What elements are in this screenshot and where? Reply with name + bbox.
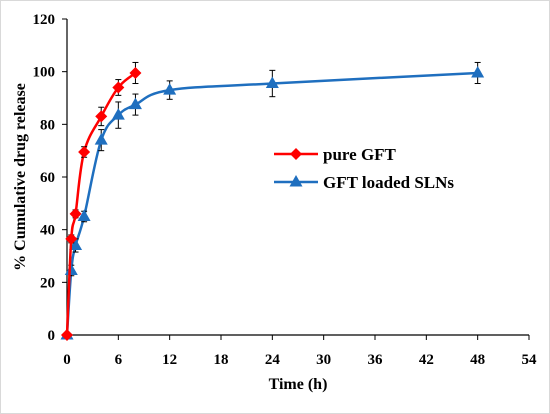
data-point-pure-gft [65, 232, 78, 245]
data-point-pure-gft [95, 110, 108, 123]
x-tick-label: 24 [265, 352, 281, 368]
series-line-gft-loaded-slns [65, 71, 478, 336]
legend-marker-pure-gft [290, 148, 302, 160]
x-tick-label: 30 [316, 352, 331, 368]
y-tick-label: 40 [40, 223, 55, 239]
y-tick-label: 120 [33, 12, 56, 28]
series-gft-loaded-slns [60, 61, 485, 340]
y-tick-label: 60 [40, 170, 55, 186]
data-point-gft-loaded-slns [471, 65, 485, 78]
data-point-gft-loaded-slns [94, 133, 108, 145]
x-tick-label: 42 [419, 352, 434, 368]
data-point-gft-loaded-slns [128, 97, 142, 110]
y-axis-title: % Cumulative drug release [12, 83, 29, 271]
data-point-gft-loaded-slns [77, 209, 91, 221]
legend-label-pure-gft: pure GFT [323, 145, 397, 164]
legend-item-pure-gft: pure GFT [274, 145, 397, 164]
data-point-gft-loaded-slns [69, 238, 83, 250]
x-axis-title: Time (h) [269, 376, 328, 393]
legend-marker-gft-loaded-slns [289, 175, 303, 187]
x-tick-label: 0 [63, 352, 71, 368]
legend-label-gft-loaded-slns: GFT loaded SLNs [323, 173, 454, 192]
data-point-pure-gft [61, 329, 73, 341]
x-tick-label: 54 [522, 352, 538, 368]
data-point-pure-gft [69, 207, 82, 220]
data-point-gft-loaded-slns [163, 83, 177, 95]
legend-item-gft-loaded-slns: GFT loaded SLNs [274, 173, 454, 192]
x-tick-label: 6 [115, 352, 123, 368]
data-point-pure-gft [78, 145, 91, 158]
y-tick-label: 80 [40, 117, 55, 133]
x-tick-label: 12 [162, 352, 177, 368]
x-ticks: 0 6 12 18 24 30 36 42 48 54 [63, 335, 537, 368]
data-point-pure-gft [112, 81, 125, 94]
data-point-gft-loaded-slns [265, 76, 279, 89]
data-point-gft-loaded-slns [111, 108, 125, 120]
series-pure-gft [61, 61, 142, 341]
y-tick-label: 100 [33, 65, 56, 81]
data-point-pure-gft [129, 66, 142, 79]
data-point-gft-loaded-slns [64, 263, 78, 275]
axes [66, 19, 529, 336]
legend: pure GFT GFT loaded SLNs [274, 145, 454, 192]
series-layer [60, 61, 485, 341]
x-tick-label: 18 [214, 352, 229, 368]
x-tick-label: 36 [368, 352, 384, 368]
y-tick-label: 0 [48, 328, 56, 344]
x-tick-label: 48 [470, 352, 485, 368]
y-ticks: 0 20 40 60 80 100 120 [33, 12, 67, 344]
y-tick-label: 20 [40, 275, 55, 291]
